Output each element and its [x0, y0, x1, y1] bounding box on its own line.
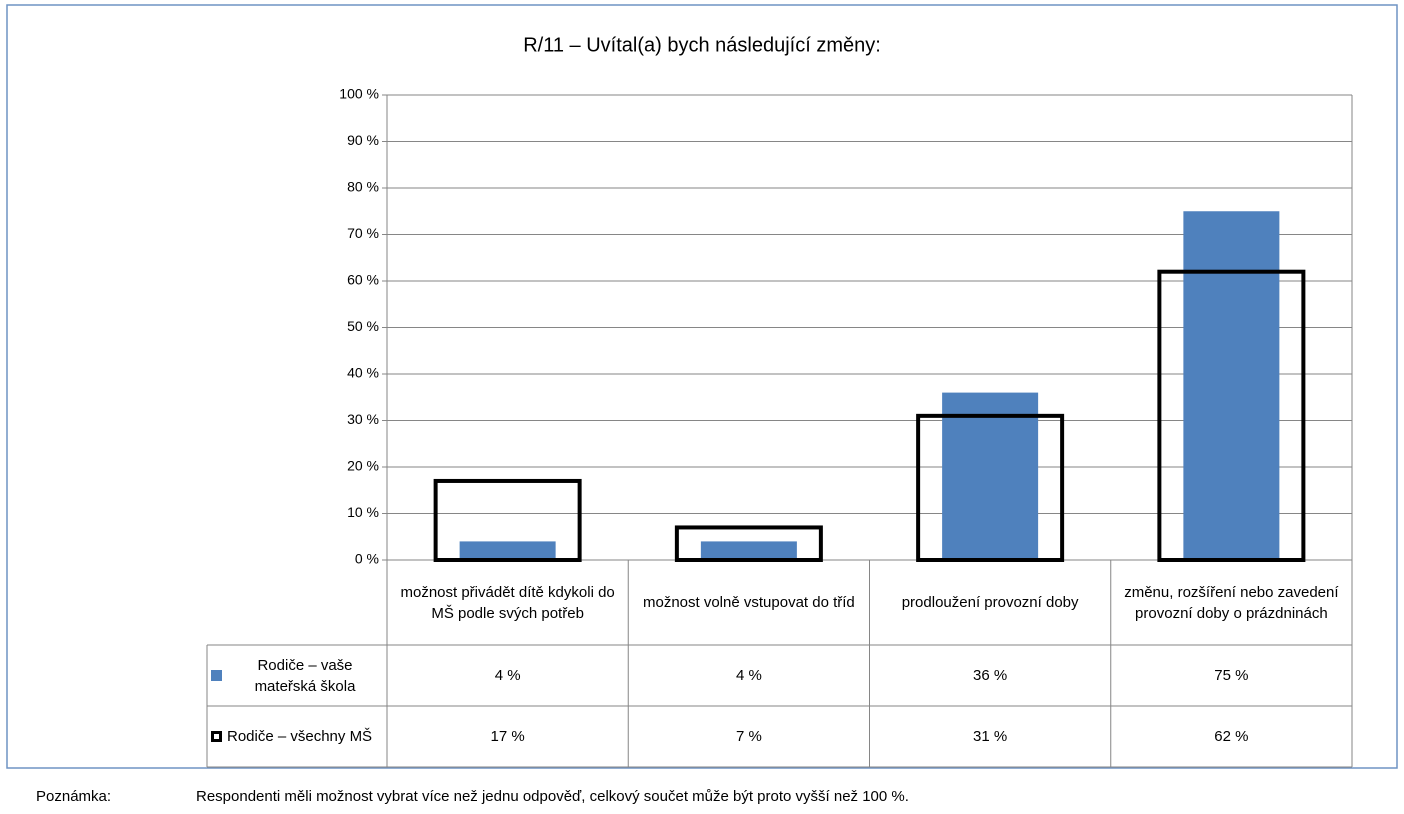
bar-outline [674, 525, 823, 563]
frame [6, 4, 1398, 769]
bar [1183, 211, 1280, 560]
y-tick-label: 90 % [347, 132, 379, 148]
y-tick-label: 20 % [347, 458, 379, 474]
y-tick-label: 100 % [339, 86, 379, 102]
legend-swatch [211, 731, 222, 742]
bar-outline [916, 413, 1065, 562]
y-tick-label: 10 % [347, 504, 379, 520]
bar-outline [433, 478, 582, 563]
bar [459, 541, 556, 560]
table-value: 4 % [735, 667, 762, 684]
table-value: 31 % [973, 728, 1008, 745]
y-tick-label: 70 % [347, 225, 379, 241]
table-value: 36 % [973, 667, 1008, 684]
legend-label: Rodiče – všechny MŠ [227, 728, 373, 745]
y-tick-label: 60 % [347, 272, 379, 288]
y-tick-label: 50 % [347, 318, 379, 334]
table-value: 17 % [490, 728, 525, 745]
x-tick-label: změnu, rozšíření nebo zavedení provozní … [1124, 583, 1339, 622]
legend-entry: Rodiče – vaše mateřská škola [207, 645, 387, 706]
bar [700, 541, 797, 560]
x-tick-label: možnost přivádět dítě kdykoli do MŠ podl… [400, 583, 615, 622]
x-tick-label: možnost volně vstupovat do tříd [642, 594, 855, 611]
legend-swatch [211, 670, 222, 681]
legend-entry: Rodiče – všechny MŠ [207, 706, 387, 767]
note-label: Poznámka: [36, 788, 112, 805]
note: Respondenti měli možnost vybrat více než… [196, 788, 909, 805]
table-value: 7 % [735, 728, 762, 745]
x-tick-label: prodloužení provozní doby [901, 594, 1079, 611]
y-tick-label: 80 % [347, 179, 379, 195]
bar-outline [1157, 269, 1306, 562]
table-value: 75 % [1214, 667, 1249, 684]
table-value: 4 % [494, 667, 521, 684]
bar [942, 392, 1039, 560]
chart-title: R/11 – Uvítal(a) bych následující změny: [523, 34, 881, 56]
y-tick-label: 0 % [355, 551, 379, 567]
table-value: 62 % [1214, 728, 1249, 745]
legend-label: Rodiče – vaše mateřská škola [254, 656, 356, 695]
y-tick-label: 30 % [347, 411, 379, 427]
y-tick-label: 40 % [347, 365, 379, 381]
